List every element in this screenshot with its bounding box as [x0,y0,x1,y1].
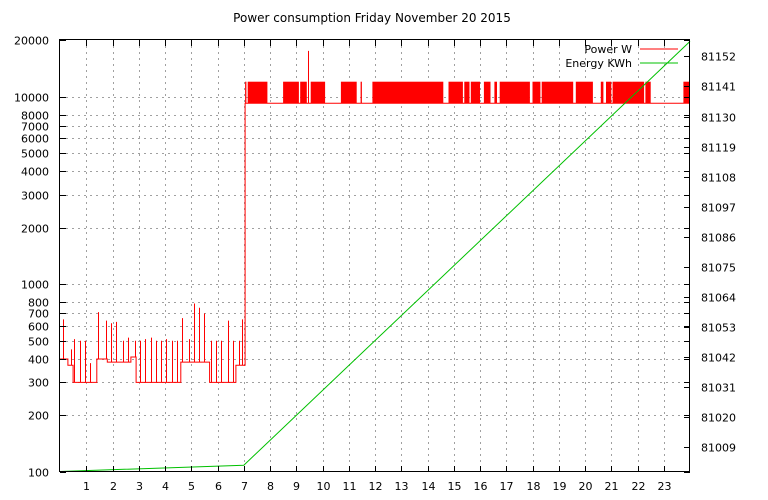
power-high-block [283,81,299,104]
y-tick-label: 800 [28,297,49,310]
power-high-block [483,81,491,104]
x-tick-label: 12 [369,480,383,493]
x-tick-label: 20 [579,480,593,493]
x-tick-label: 23 [658,480,672,493]
x-tick-label: 19 [553,480,567,493]
power-high-block [494,81,497,104]
legend-label-power: Power W [584,43,632,56]
y-tick-label: 700 [28,308,49,321]
y-tick-label: 20000 [14,35,49,48]
x-tick-label: 21 [605,480,619,493]
y2-tick-label: 81108 [701,172,736,185]
x-tick-label: 8 [267,480,274,493]
x-tick-label: 14 [422,480,436,493]
y2-tick-label: 81031 [701,382,736,395]
x-tick-label: 6 [215,480,222,493]
power-high-block [645,81,651,104]
x-tick-label: 10 [317,480,331,493]
energy-line [59,41,691,472]
power-high-block [575,81,593,104]
x-tick-label: 3 [136,480,143,493]
y-tick-label: 3000 [21,190,49,203]
x-tick-label: 11 [343,480,357,493]
power-high-block [360,81,362,104]
y-tick-label: 6000 [21,133,49,146]
power-high-block [683,81,690,104]
y2-tick-label: 81152 [701,51,736,64]
x-tick-label: 16 [474,480,488,493]
power-high-block [470,81,480,104]
x-tick-label: 9 [293,480,300,493]
legend: Power W Energy KWh [565,43,678,70]
y-tick-label: 600 [28,321,49,334]
legend-label-energy: Energy KWh [565,57,632,70]
x-tick-label: 17 [500,480,514,493]
power-high-block [300,81,307,104]
y-tick-label: 8000 [21,110,49,123]
y-tick-label: 200 [28,410,49,423]
y2-axis-tick-labels: 81009 81020 81031 81042 81053 81064 81075 81086… [701,51,736,455]
x-tick-label: 22 [632,480,646,493]
x-tick-label: 7 [241,480,248,493]
power-high-block [372,81,444,104]
power-high-block [247,81,268,104]
y-tick-label: 4000 [21,166,49,179]
y2-tick-label: 81119 [701,142,736,155]
y2-tick-label: 81064 [701,292,736,305]
power-high-block [340,81,357,104]
y2-tick-label: 81020 [701,412,736,425]
y-tick-label: 5000 [21,148,49,161]
x-tick-label: 1 [83,480,90,493]
chart-title: Power consumption Friday November 20 201… [233,11,511,25]
y2-tick-label: 81009 [701,442,736,455]
x-tick-label: 18 [527,480,541,493]
power-high-block [600,81,604,104]
energy-series [59,41,691,472]
y-tick-label: 2000 [21,223,49,236]
y2-tick-label: 81141 [701,81,736,94]
power-high-block [532,81,541,104]
y2-tick-label: 81053 [701,322,736,335]
grid-lines [60,40,690,472]
y-tick-label: 1000 [21,279,49,292]
x-tick-label: 15 [448,480,462,493]
y2-tick-label: 81042 [701,352,736,365]
power-high-block [464,81,470,104]
power-high-block [499,81,530,104]
y-tick-label: 300 [28,377,49,390]
x-tick-label: 5 [188,480,195,493]
x-tick-label: 2 [110,480,117,493]
axis-ticks [60,40,690,473]
power-high-block [541,81,574,104]
x-axis-tick-labels: 1 2 3 4 5 6 7 8 9 10 11 12 13 14 15 16 17 18 19 20 21 22 23 [83,480,672,493]
power-high-block [310,81,326,104]
y2-tick-label: 81075 [701,262,736,275]
power-series [60,50,690,383]
y-tick-label: 400 [28,354,49,367]
y-tick-label: 500 [28,336,49,349]
x-tick-label: 13 [395,480,409,493]
power-high-block [448,81,463,104]
power-high-block [606,81,612,104]
y2-tick-label: 81097 [701,202,736,215]
x-tick-label: 4 [162,480,169,493]
y2-tick-label: 81130 [701,112,736,125]
power-high-block [612,81,645,104]
plot-frame [59,39,690,472]
y2-tick-label: 81086 [701,232,736,245]
y-tick-label: 100 [28,467,49,480]
y-tick-label: 7000 [21,121,49,134]
power-high-block [245,81,247,104]
y-tick-label: 10000 [14,92,49,105]
power-baseline-line [60,102,690,383]
